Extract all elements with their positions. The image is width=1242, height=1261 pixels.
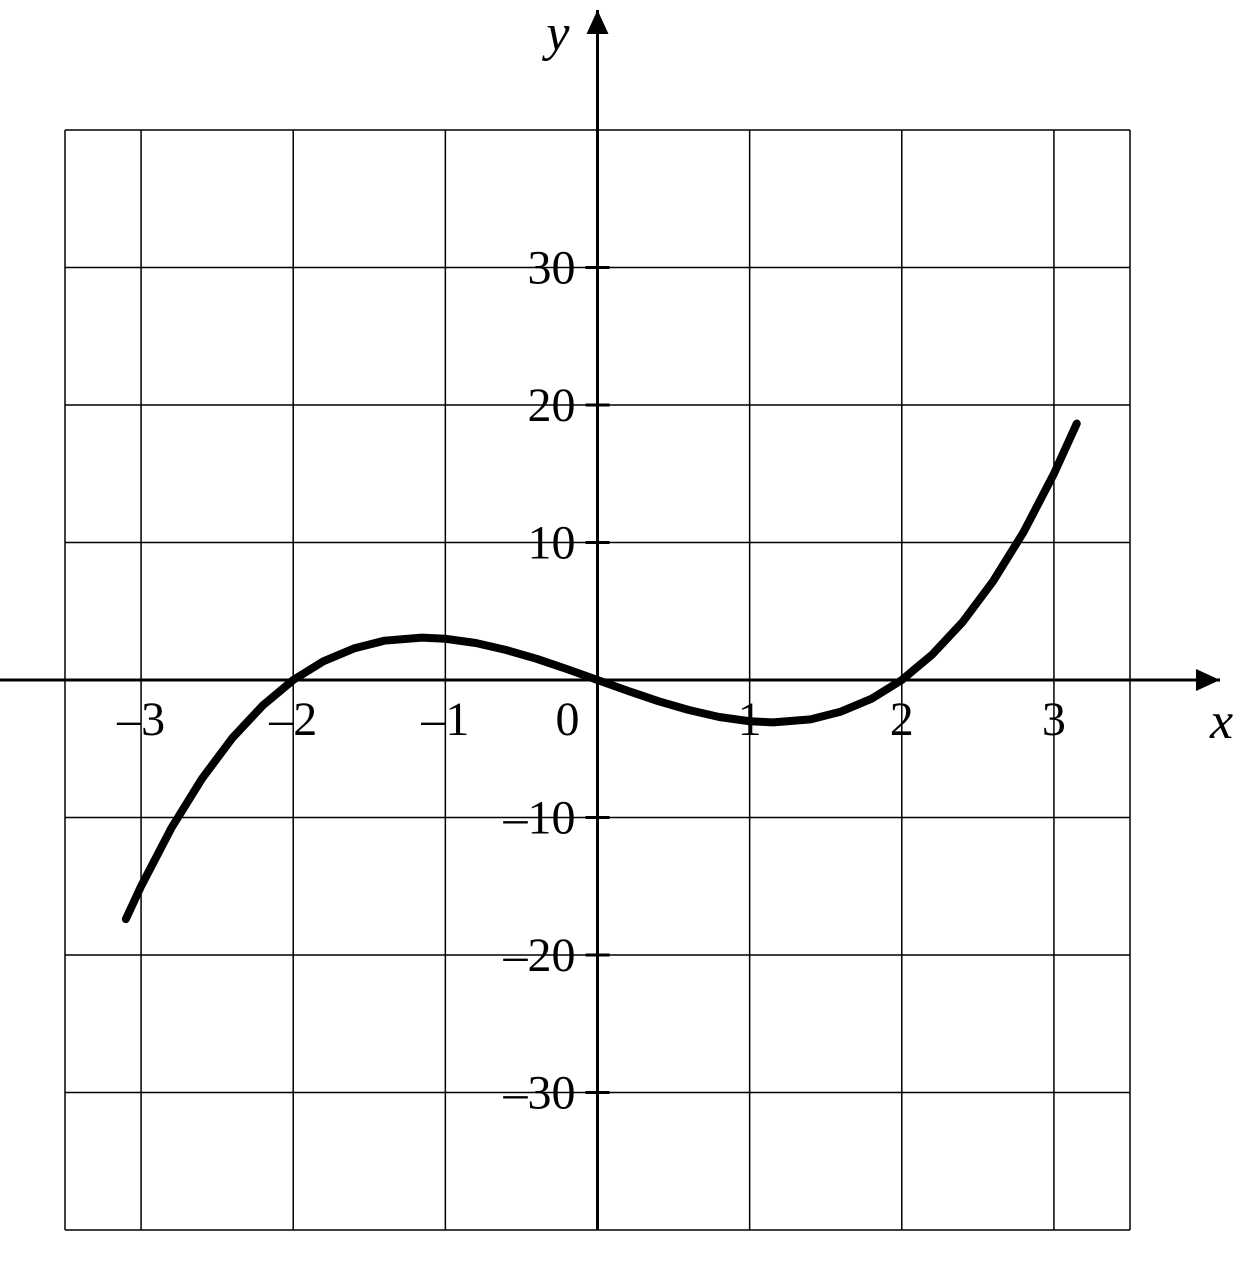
- function-curve: [126, 424, 1077, 920]
- x-axis-label: x: [1209, 693, 1233, 750]
- y-tick-label: 10: [528, 517, 576, 570]
- x-tick-label: 0: [556, 693, 580, 746]
- y-axis-arrow-icon: [587, 10, 609, 34]
- y-tick-label: 20: [528, 379, 576, 432]
- y-axis-label: y: [541, 5, 570, 62]
- x-tick-label: 3: [1042, 693, 1066, 746]
- y-tick-label: –30: [503, 1067, 576, 1120]
- x-tick-label: 2: [890, 693, 914, 746]
- chart-container: –3–2–10123–30–20–10102030yx: [0, 0, 1242, 1261]
- x-axis-arrow-icon: [1196, 669, 1220, 691]
- y-tick-label: –20: [503, 929, 576, 982]
- y-tick-label: 30: [528, 242, 576, 295]
- y-tick-label: –10: [503, 792, 576, 845]
- x-tick-label: –3: [116, 693, 165, 746]
- x-tick-label: –2: [268, 693, 317, 746]
- chart-svg: –3–2–10123–30–20–10102030yx: [0, 0, 1242, 1261]
- x-tick-label: –1: [420, 693, 469, 746]
